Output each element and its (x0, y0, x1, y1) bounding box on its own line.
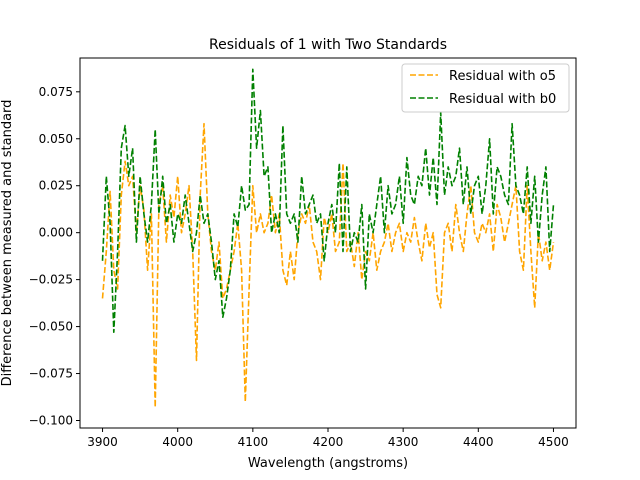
x-tick-label: 3900 (87, 435, 118, 449)
x-axis-label: Wavelength (angstroms) (248, 456, 408, 471)
legend: Residual with o5 Residual with b0 (401, 63, 570, 113)
y-tick-label: 0.000 (39, 226, 73, 240)
x-tick-label: 4500 (538, 435, 569, 449)
chart-title: Residuals of 1 with Two Standards (209, 37, 447, 53)
y-tick-label: 0.075 (39, 85, 73, 99)
y-tick-label: −0.100 (29, 413, 73, 427)
series-line-b0 (101, 68, 555, 334)
legend-label-b0: Residual with b0 (449, 92, 556, 107)
y-tick-label: −0.025 (29, 273, 73, 287)
x-tick-label: 4400 (463, 435, 494, 449)
x-tick-label: 4300 (388, 435, 419, 449)
y-tick-label: 0.050 (39, 132, 73, 146)
y-tick-label: −0.050 (29, 320, 73, 334)
x-tick-label: 4200 (313, 435, 344, 449)
series-layer (101, 68, 555, 409)
x-axis: 3900 4000 4100 4200 4300 4400 4500 (87, 428, 569, 449)
x-tick-label: 4100 (238, 435, 269, 449)
y-tick-label: 0.025 (39, 179, 73, 193)
x-tick-label: 4000 (162, 435, 193, 449)
y-tick-label: −0.075 (29, 367, 73, 381)
series-line-o5 (101, 122, 555, 409)
legend-label-o5: Residual with o5 (449, 69, 556, 84)
y-axis-label: Difference between measured and standard (0, 100, 15, 387)
legend-box (401, 63, 570, 113)
y-axis: −0.100 −0.075 −0.050 −0.025 0.000 0.025 0.050 0… (29, 85, 80, 427)
